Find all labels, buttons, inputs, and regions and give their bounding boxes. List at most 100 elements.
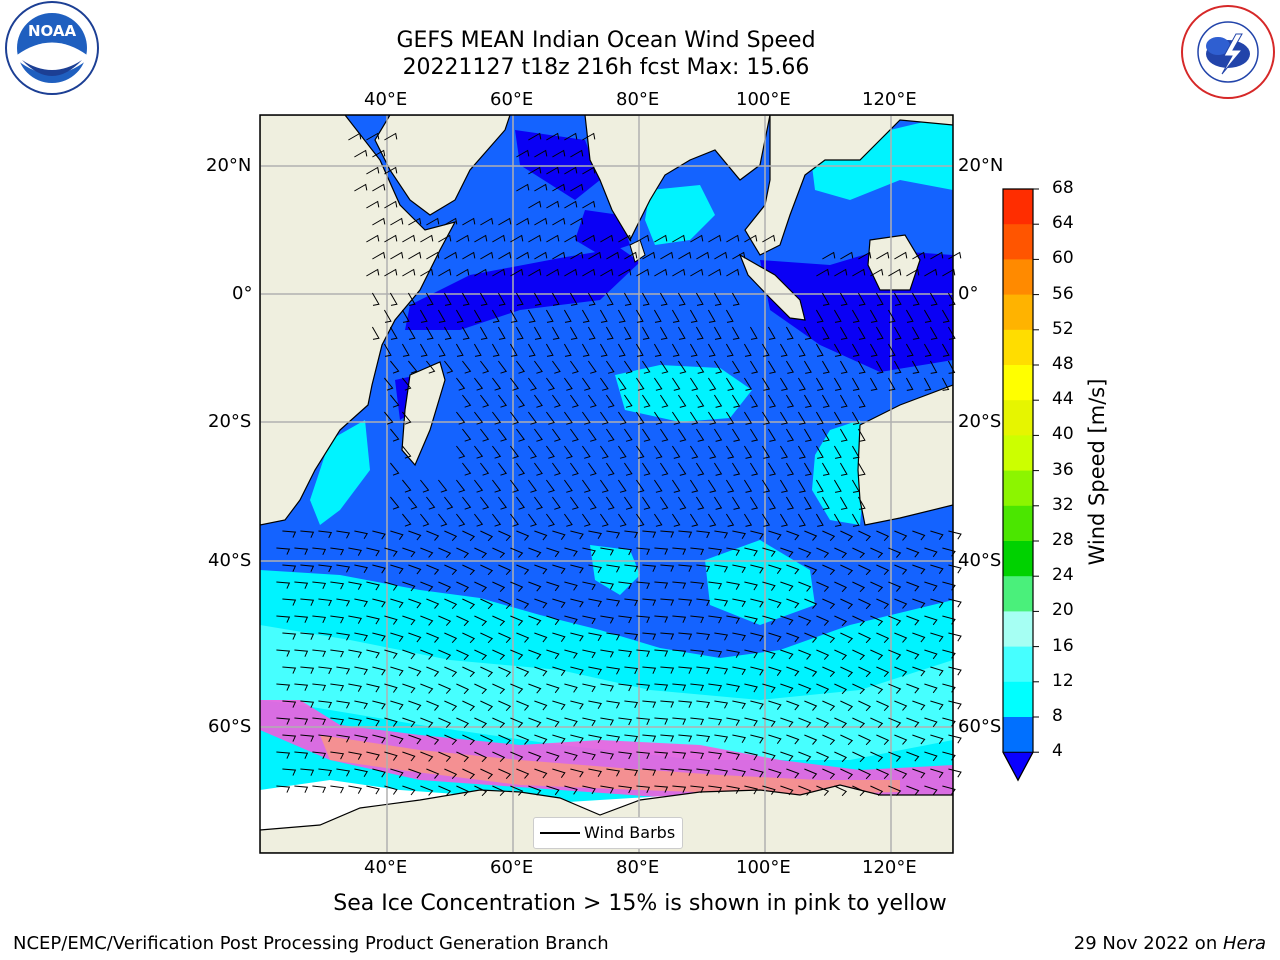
wind-barb (870, 751, 884, 763)
wind-barb (635, 377, 645, 391)
fast-zone-south-china-sea (810, 115, 953, 200)
calm-zone-arabian (515, 130, 600, 200)
wind-barb (366, 751, 380, 761)
wind-barb (714, 666, 729, 675)
wind-barb (474, 581, 488, 593)
wind-barb (444, 768, 458, 780)
wind-barb (438, 717, 452, 728)
wind-barb (527, 479, 537, 493)
wind-barb (300, 768, 315, 776)
wind-barb (678, 598, 693, 606)
wind-barb (384, 166, 398, 175)
wind-barb (852, 649, 866, 661)
wind-barb (858, 598, 872, 610)
wind-barb (654, 234, 668, 243)
colorbar-segment (1003, 576, 1033, 612)
wind-barb (419, 343, 428, 357)
wind-barb (708, 751, 723, 760)
wind-barb (354, 564, 368, 573)
wind-barb (659, 496, 669, 510)
wind-barb (695, 428, 705, 442)
wind-barb (654, 581, 669, 589)
wind-barb (569, 360, 579, 374)
wind-barb (654, 785, 669, 793)
wind-barb (816, 751, 830, 762)
wind-barb (659, 360, 669, 374)
wind-barb (498, 666, 512, 678)
wind-barb (894, 530, 908, 541)
wind-barb (840, 768, 854, 780)
wind-barb (785, 360, 794, 374)
wind-barb (906, 547, 920, 558)
wind-barb (390, 251, 404, 260)
wind-barb (480, 734, 494, 746)
wind-barb (887, 309, 896, 323)
wind-barb (797, 513, 806, 527)
wind-barb (462, 251, 476, 260)
wind-barb (804, 700, 818, 711)
wind-barb (726, 717, 740, 726)
lon-label-top-100e: 100°E (736, 89, 791, 110)
wind-barb (624, 700, 639, 709)
wind-barb (815, 343, 824, 357)
wind-barb (875, 292, 884, 306)
wind-barb (912, 768, 926, 779)
wind-barb (660, 632, 675, 640)
wind-barb (888, 683, 902, 694)
wind-barb (744, 649, 758, 659)
footer-date-text: 29 Nov 2022 on (1073, 933, 1223, 954)
lon-label-bottom-120e: 120°E (862, 857, 917, 878)
wind-barb (408, 360, 418, 374)
wind-barb (510, 547, 524, 558)
wind-barb (587, 462, 597, 476)
wind-barb (750, 700, 764, 710)
wind-barb (714, 598, 729, 607)
wind-barb (552, 564, 566, 574)
wind-barb (408, 530, 422, 541)
wind-barb (498, 496, 508, 510)
wind-barb (636, 785, 651, 794)
wind-barb (852, 547, 866, 559)
wind-barb (444, 360, 454, 374)
colorbar-tick-label: 4 (1052, 741, 1063, 762)
colorbar-segment (1003, 400, 1033, 436)
wind-barb (660, 734, 675, 742)
wind-barb (546, 683, 560, 694)
colorbar-segment (1003, 541, 1033, 577)
wind-barb (528, 547, 542, 558)
wind-barb (456, 615, 470, 627)
wind-barb (636, 547, 651, 556)
wind-barb (546, 268, 560, 277)
wind-barb (930, 598, 944, 608)
wind-barb (911, 360, 920, 374)
wind-barb (318, 530, 333, 539)
wind-barb (761, 513, 771, 527)
wind-barb (473, 343, 482, 357)
wind-barb (888, 547, 902, 558)
wind-barb (551, 394, 561, 408)
wind-barb (642, 768, 657, 776)
colorbar-segment (1003, 259, 1033, 296)
wind-barb (276, 547, 291, 555)
wind-barb (570, 217, 584, 226)
wind-barb (438, 581, 452, 592)
wind-barb (924, 649, 938, 660)
wind-barb (726, 581, 740, 590)
wind-barb (438, 615, 452, 626)
wind-barb (498, 632, 512, 644)
lon-label-bottom-80e: 80°E (616, 857, 660, 878)
wind-barb (852, 683, 866, 695)
wind-barb (641, 292, 650, 306)
wind-barb (438, 479, 448, 493)
wind-barb (713, 394, 723, 408)
colorbar-tick-label: 68 (1052, 178, 1074, 198)
wind-barb (780, 547, 794, 558)
wind-barb (785, 326, 794, 340)
wind-barb (474, 411, 484, 425)
wind-barb (941, 377, 950, 391)
wind-barb (654, 683, 669, 691)
wind-barb (785, 428, 794, 442)
wind-barb (492, 377, 502, 391)
wind-barb (876, 768, 890, 780)
wind-barb (726, 268, 740, 277)
